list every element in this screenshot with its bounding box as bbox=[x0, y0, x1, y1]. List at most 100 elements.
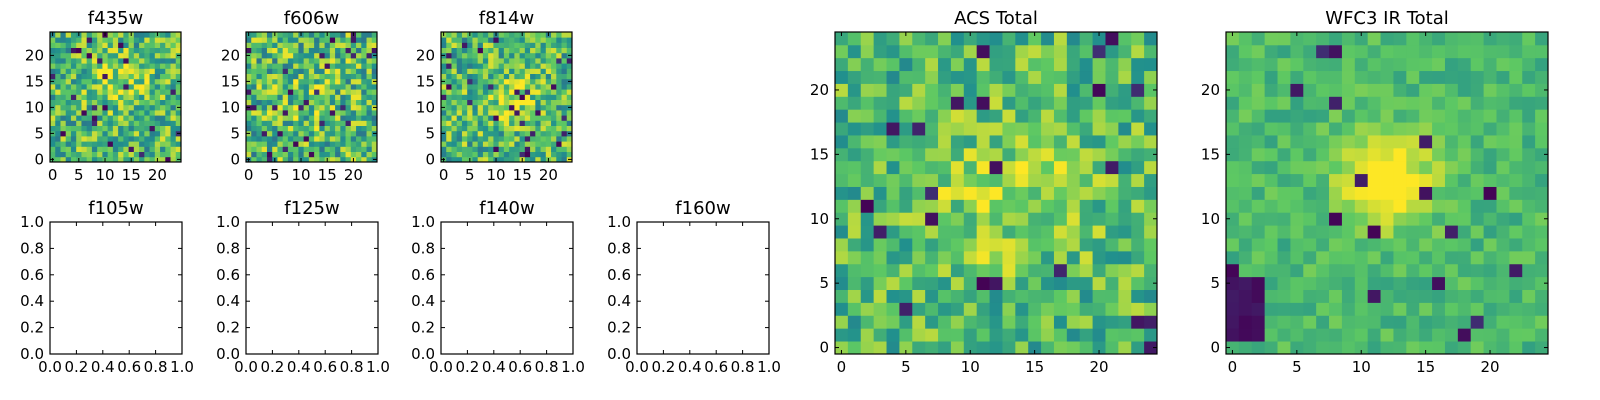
heatmap-cell bbox=[139, 120, 145, 126]
heatmap-cell bbox=[314, 32, 320, 38]
heatmap-cell bbox=[976, 147, 990, 162]
heatmap-cell bbox=[123, 115, 129, 121]
heatmap-cell bbox=[1470, 341, 1484, 355]
heatmap-cell bbox=[1226, 199, 1240, 213]
heatmap-cell bbox=[324, 146, 331, 152]
heatmap-cell bbox=[97, 58, 103, 64]
heatmap-cell bbox=[540, 68, 547, 74]
heatmap-cell bbox=[1303, 276, 1317, 290]
heatmap-cell bbox=[1290, 238, 1304, 252]
heatmap-cell bbox=[1028, 341, 1042, 355]
heatmap-cell bbox=[467, 89, 473, 95]
panel-title: f105w bbox=[88, 198, 143, 219]
heatmap-cell bbox=[340, 130, 346, 137]
heatmap-cell bbox=[530, 141, 536, 147]
heatmap-cell bbox=[451, 78, 458, 85]
heatmap-cell bbox=[886, 250, 900, 265]
heatmap-cell bbox=[989, 302, 1003, 316]
heatmap-cell bbox=[566, 42, 573, 48]
heatmap-cell bbox=[345, 104, 352, 111]
heatmap-cell bbox=[319, 141, 325, 147]
heatmap-cell bbox=[50, 151, 56, 158]
heatmap-cell bbox=[835, 160, 849, 175]
heatmap-cell bbox=[1535, 212, 1549, 226]
heatmap-cell bbox=[989, 263, 1003, 278]
heatmap-cell bbox=[102, 63, 109, 69]
heatmap-cell bbox=[112, 37, 119, 43]
heatmap-cell bbox=[1144, 70, 1158, 84]
heatmap-cell bbox=[1303, 263, 1317, 278]
heatmap-cell bbox=[561, 146, 568, 152]
heatmap-cell bbox=[55, 120, 61, 126]
heatmap-cell bbox=[319, 99, 325, 106]
heatmap-cell bbox=[1367, 263, 1381, 278]
heatmap-cell bbox=[566, 151, 573, 158]
heatmap-cell bbox=[451, 120, 458, 126]
heatmap-cell bbox=[293, 146, 299, 152]
heatmap-cell bbox=[950, 199, 965, 213]
heatmap-cell bbox=[144, 156, 150, 163]
heatmap-cell bbox=[1226, 289, 1240, 303]
heatmap-cell bbox=[551, 136, 557, 142]
heatmap-cell bbox=[160, 125, 166, 132]
heatmap-cell bbox=[545, 125, 552, 132]
heatmap-cell bbox=[1079, 328, 1093, 342]
heatmap-cell bbox=[1509, 44, 1523, 59]
heatmap-cell bbox=[340, 37, 346, 43]
heatmap-cell bbox=[1419, 328, 1433, 342]
heatmap-cell bbox=[477, 115, 484, 121]
heatmap-cell bbox=[1535, 250, 1549, 265]
heatmap-cell bbox=[503, 37, 510, 43]
heatmap-cell bbox=[1303, 315, 1317, 329]
heatmap-cell bbox=[1041, 109, 1055, 123]
heatmap-cell bbox=[175, 110, 182, 116]
heatmap-cell bbox=[165, 151, 171, 158]
heatmap-cell bbox=[1002, 160, 1016, 175]
heatmap-cell bbox=[477, 84, 484, 90]
heatmap-cell bbox=[1444, 341, 1459, 355]
heatmap-cell bbox=[509, 130, 515, 137]
heatmap-cell bbox=[266, 52, 273, 59]
heatmap-cell bbox=[1380, 250, 1394, 265]
heatmap-cell bbox=[1092, 289, 1106, 303]
heatmap-cell bbox=[303, 52, 310, 59]
heatmap-cell bbox=[950, 57, 965, 72]
heatmap-cell bbox=[873, 96, 887, 110]
heatmap-cell bbox=[329, 151, 336, 158]
heatmap-cell bbox=[107, 99, 114, 106]
heatmap-cell bbox=[540, 104, 547, 111]
heatmap-cell bbox=[123, 151, 129, 158]
heatmap-cell bbox=[1406, 225, 1420, 239]
heatmap-cell bbox=[144, 42, 150, 48]
heatmap-cell bbox=[86, 42, 93, 48]
heatmap-cell bbox=[1066, 44, 1081, 59]
heatmap-cell bbox=[102, 58, 109, 64]
heatmap-cell bbox=[107, 47, 114, 54]
heatmap-cell bbox=[144, 84, 150, 90]
heatmap-cell bbox=[1251, 122, 1266, 136]
heatmap-cell bbox=[566, 141, 573, 147]
heatmap-cell bbox=[1290, 147, 1304, 162]
heatmap-cell bbox=[1053, 44, 1068, 59]
heatmap-cell bbox=[1535, 147, 1549, 162]
heatmap-cell bbox=[1380, 70, 1394, 84]
heatmap-cell bbox=[1470, 160, 1484, 175]
heatmap-cell bbox=[482, 84, 489, 90]
heatmap-cell bbox=[446, 115, 452, 121]
heatmap-cell bbox=[1028, 173, 1042, 187]
heatmap-cell bbox=[1092, 147, 1106, 162]
heatmap-cell bbox=[451, 89, 458, 95]
heatmap-cell bbox=[456, 120, 463, 126]
heatmap-cell bbox=[112, 125, 119, 132]
heatmap-cell bbox=[1277, 70, 1291, 84]
heatmap-cell bbox=[55, 136, 61, 142]
heatmap-cell bbox=[860, 315, 875, 329]
heatmap-cell bbox=[287, 120, 294, 126]
heatmap-cell bbox=[498, 78, 505, 85]
heatmap-cell bbox=[107, 141, 114, 147]
heatmap-cell bbox=[963, 315, 978, 329]
heatmap-cell bbox=[256, 136, 263, 142]
heatmap-cell bbox=[1264, 186, 1278, 200]
heatmap-cell bbox=[1341, 44, 1356, 59]
heatmap-cell bbox=[266, 73, 273, 80]
